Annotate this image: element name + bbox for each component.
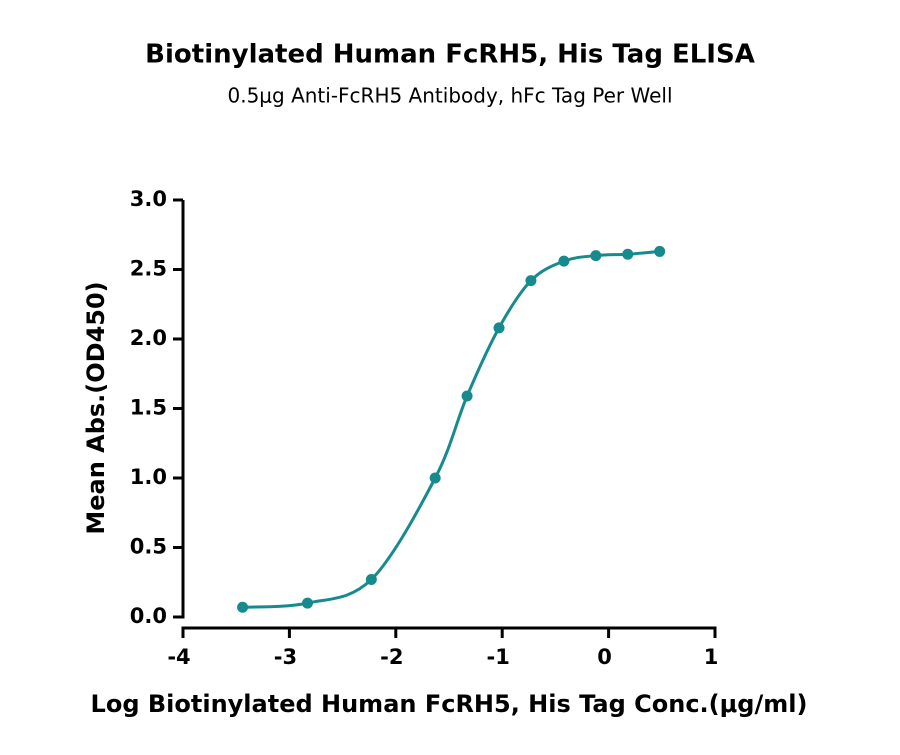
- data-point: [622, 248, 634, 260]
- chart-title: Biotinylated Human FcRH5, His Tag ELISA: [145, 40, 755, 70]
- x-axis-label: Log Biotinylated Human FcRH5, His Tag Co…: [91, 690, 808, 718]
- data-point: [301, 597, 313, 609]
- data-point: [461, 390, 473, 402]
- data-point: [365, 573, 377, 585]
- data-point: [429, 472, 441, 484]
- y-tick-label: 2.0: [130, 326, 167, 350]
- data-point: [590, 250, 602, 262]
- y-tick-label: 1.0: [130, 465, 167, 489]
- x-tick-label: 0: [597, 645, 612, 669]
- data-point: [654, 245, 666, 257]
- x-tick-label: -3: [274, 645, 297, 669]
- y-tick-label: 3.0: [130, 187, 167, 211]
- y-tick-label: 0.0: [130, 604, 167, 628]
- data-point: [558, 255, 570, 267]
- data-point: [493, 322, 505, 334]
- y-axis-label: Mean Abs.(OD450): [82, 281, 110, 534]
- y-tick-label: 1.5: [130, 396, 167, 420]
- x-tick-label: -2: [380, 645, 403, 669]
- x-tick-label: -1: [487, 645, 510, 669]
- x-tick-label: 1: [704, 645, 719, 669]
- data-point: [525, 275, 537, 287]
- fit-curve: [242, 249, 660, 609]
- chart-subtitle: 0.5μg Anti-FcRH5 Antibody, hFc Tag Per W…: [227, 84, 672, 108]
- y-tick-label: 0.5: [130, 535, 167, 559]
- x-tick-label: -4: [167, 645, 190, 669]
- y-tick-label: 2.5: [130, 257, 167, 281]
- data-point: [237, 601, 249, 613]
